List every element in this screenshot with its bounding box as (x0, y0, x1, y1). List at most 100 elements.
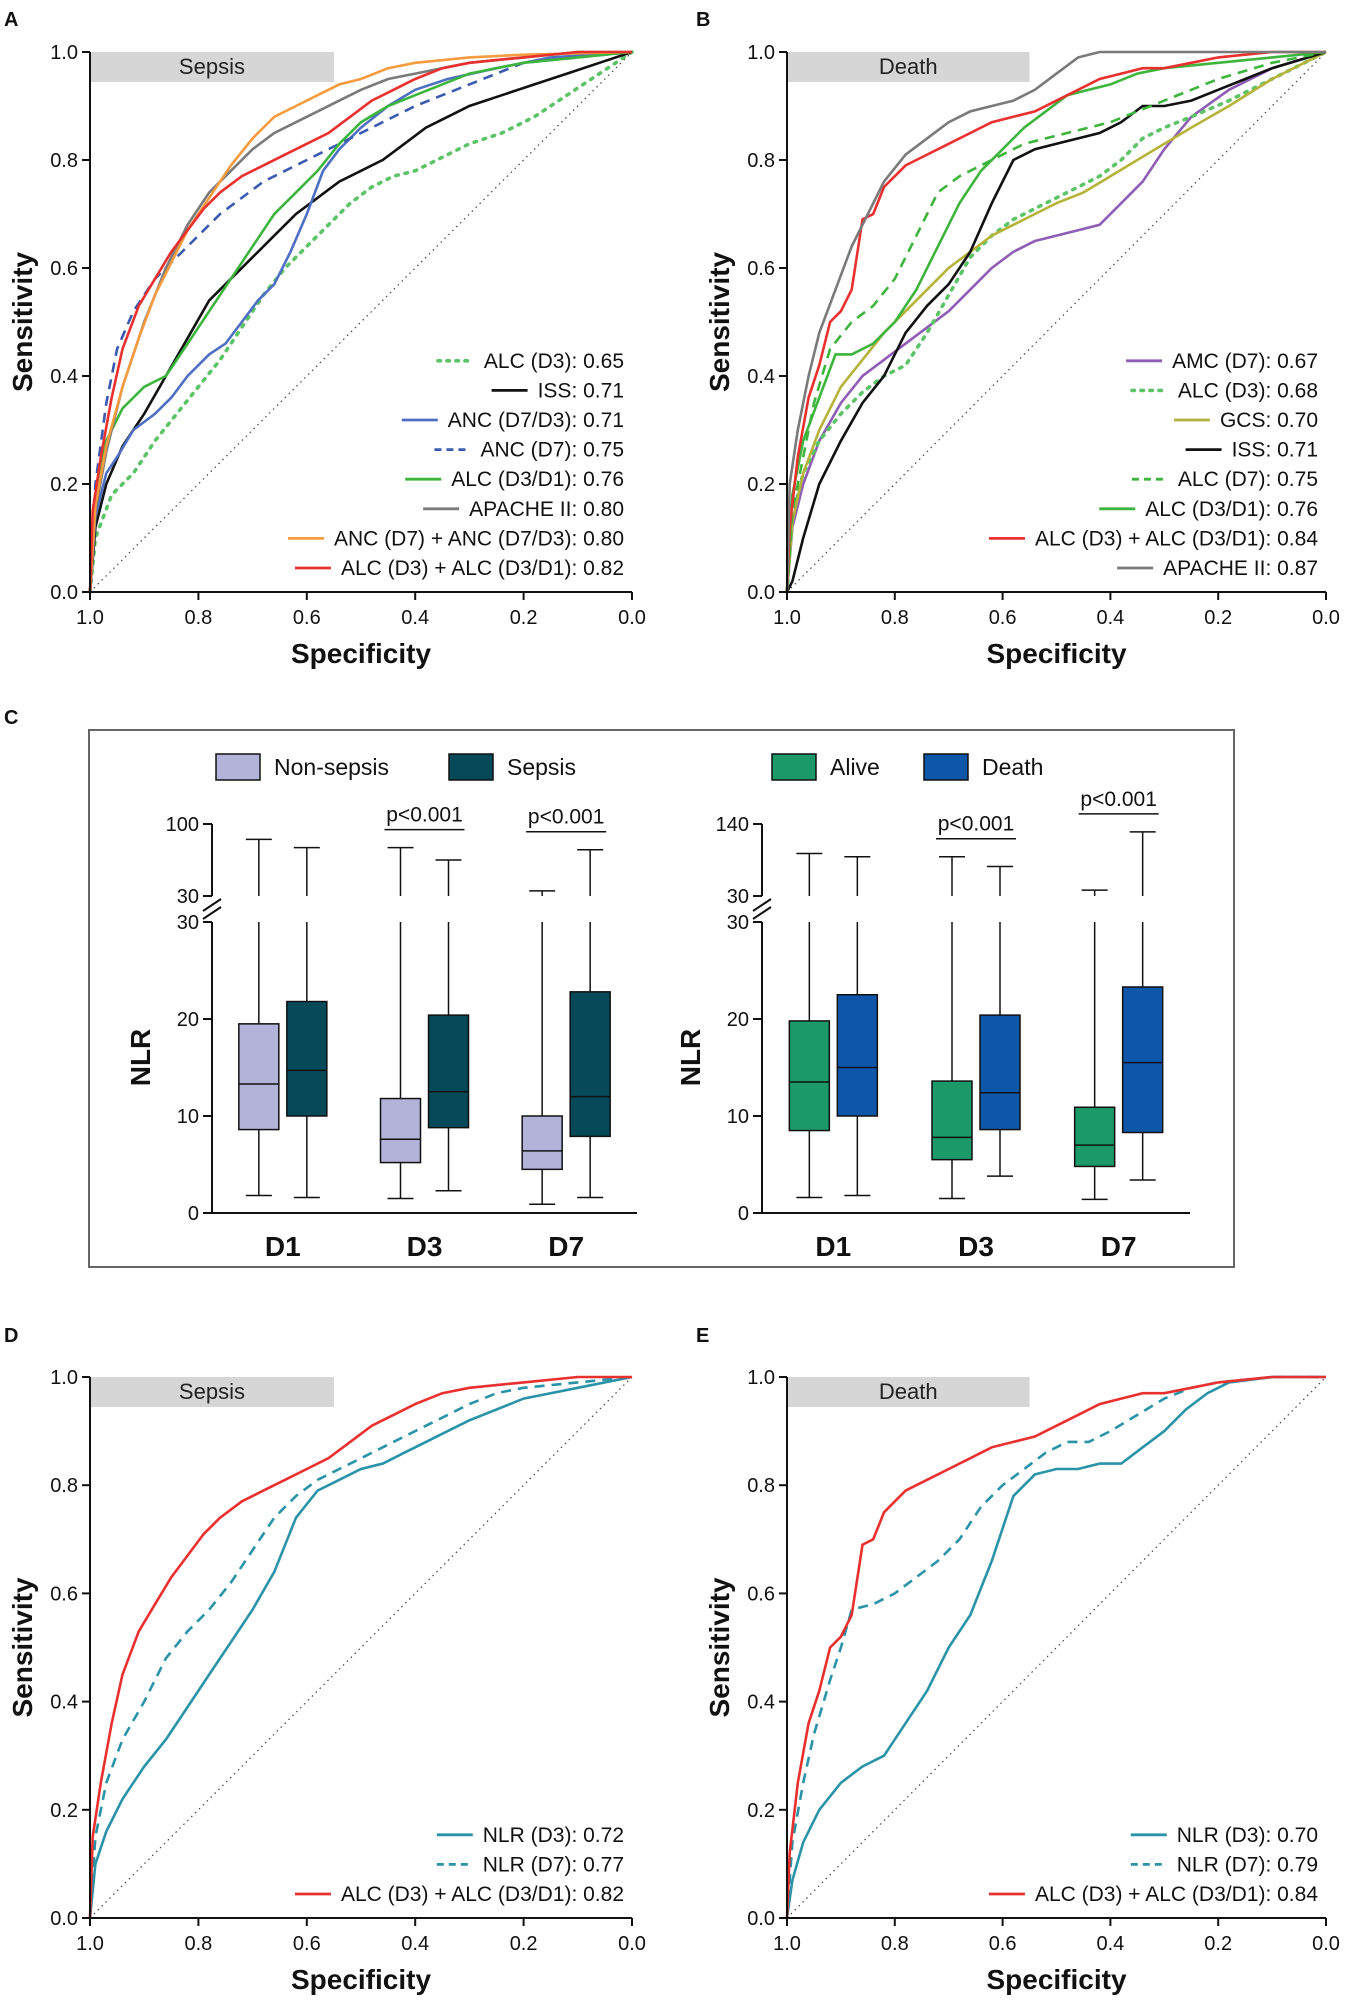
legend-separator: : (571, 468, 583, 491)
x-tick-label: 0.8 (184, 1933, 212, 1955)
y-tick-label: 0.2 (747, 474, 775, 496)
roc-curve (88, 50, 633, 593)
y-tick-label: 20 (727, 1009, 749, 1031)
roc-curve (88, 1375, 633, 1919)
legend-separator: : (1265, 1824, 1277, 1847)
x-tick-label: 0.4 (1096, 1933, 1124, 1955)
y-tick-label: 1.0 (747, 42, 775, 64)
legend-label: Non-sepsis (274, 754, 389, 780)
roc-curve (785, 1375, 1326, 1919)
chance-diagonal (786, 1376, 1327, 1919)
box-d7-alive (1073, 889, 1116, 1201)
y-axis-title: Sensitivity (704, 252, 735, 392)
box-iqr (379, 1097, 422, 1164)
legend-label: NLR (D3): 0.72 (483, 1824, 624, 1847)
legend-auc-value: 0.76 (583, 468, 624, 491)
x-tick-label: 0.6 (293, 607, 321, 629)
legend-auc-value: 0.82 (583, 1883, 624, 1906)
legend-separator: : (1265, 468, 1277, 491)
x-tick-label: 1.0 (76, 1933, 104, 1955)
x-tick-label: 1.0 (773, 1933, 801, 1955)
y-tick-label: 0.8 (747, 150, 775, 172)
y-tick-label: 30 (727, 886, 749, 908)
y-tick-label: 10 (177, 1106, 199, 1128)
roc-curve (785, 1375, 1326, 1919)
y-tick-label: 0.4 (50, 1692, 78, 1714)
legend-separator: : (1265, 498, 1277, 521)
roc-curve (88, 50, 633, 593)
legend-auc-value: 0.80 (583, 527, 624, 550)
box-d3-death (979, 865, 1021, 1177)
y-tick-label: 30 (177, 912, 199, 934)
x-tick-label: 0.0 (618, 1933, 646, 1955)
significance-label: p<0.001 (1080, 788, 1157, 811)
legend-separator: : (571, 350, 583, 373)
legend-label: ALC (D3): 0.65 (484, 350, 624, 373)
box-iqr (1073, 1106, 1116, 1168)
x-axis-title: Specificity (291, 638, 431, 669)
legend-label: ISS: 0.71 (538, 379, 624, 402)
x-group-label: D3 (958, 1231, 994, 1262)
axis-break (202, 898, 222, 912)
boxplot-left: 0 10 20 30 30 100 NLR D1 D3 D7 p<0.001 p<0.001 Non-s… (125, 753, 637, 1262)
box-d3-sepsis (427, 859, 470, 1192)
roc-curve (785, 1375, 1326, 1919)
panel-letter: E (696, 1325, 709, 1347)
legend-label: Sepsis (507, 754, 576, 780)
y-axis-title: Sensitivity (7, 252, 38, 392)
y-tick-label: 0.6 (50, 258, 78, 280)
legend-label: ISS: 0.71 (1232, 439, 1318, 462)
legend-auc-value: 0.80 (583, 498, 624, 521)
box-iqr (521, 1115, 563, 1171)
legend-label: ANC (D7) + ANC (D7/D3): 0.80 (334, 527, 624, 550)
legend-separator: : (1265, 1853, 1277, 1876)
legend-auc-value: 0.76 (1277, 498, 1318, 521)
x-axis-title: Specificity (986, 1964, 1126, 1995)
box-d1-alive (788, 852, 831, 1199)
legend-label: NLR (D7): 0.79 (1177, 1853, 1318, 1876)
y-tick-label: 0.8 (50, 150, 78, 172)
y-tick-label: 140 (716, 814, 749, 836)
legend-series-name: ALC (D3) + ALC (D3/D1) (341, 557, 572, 580)
legend-label: ANC (D7): 0.75 (480, 439, 624, 462)
roc-curve (785, 50, 1328, 594)
legend-separator: : (1265, 527, 1277, 550)
y-tick-label: 0.8 (747, 1475, 775, 1497)
legend-auc-value: 0.79 (1277, 1853, 1318, 1876)
legend-label: GCS: 0.70 (1220, 409, 1318, 432)
chance-diagonal (89, 51, 633, 593)
legend-series-name: NLR (D3) (1177, 1824, 1266, 1847)
legend-series-name: NLR (D7) (483, 1853, 572, 1876)
axis-break (752, 898, 772, 912)
roc-curve (88, 1375, 632, 1919)
legend-series-name: NLR (D3) (483, 1824, 572, 1847)
x-axis-title: Specificity (986, 638, 1126, 669)
outcome-label: Death (879, 1379, 938, 1404)
outcome-label-band (787, 1377, 1030, 1407)
box-iqr (427, 1014, 470, 1129)
significance-label: p<0.001 (386, 804, 463, 827)
x-tick-label: 0.8 (881, 607, 909, 629)
chance-diagonal (89, 1376, 633, 1919)
legend-series-name: GCS (1220, 409, 1266, 432)
legend-series-name: ISS (1232, 439, 1266, 462)
legend-series-name: NLR (D7) (1177, 1853, 1266, 1876)
box-iqr (979, 1014, 1021, 1131)
y-tick-label: 0.0 (50, 582, 78, 604)
roc-curve (88, 50, 634, 594)
roc-curve (785, 50, 1327, 593)
y-tick-label: 30 (727, 912, 749, 934)
y-tick-label: 0.6 (50, 1583, 78, 1605)
significance-label: p<0.001 (528, 806, 605, 829)
box-d1-non-sepsis (238, 838, 280, 1197)
roc-curve (785, 50, 1327, 593)
box-d1-death (836, 855, 879, 1197)
legend-label: AMC (D7): 0.67 (1172, 350, 1318, 373)
roc-curve (785, 50, 1327, 593)
y-tick-label: 0.0 (50, 1908, 78, 1930)
y-axis-title: NLR (125, 1029, 156, 1087)
legend-auc-value: 0.75 (1277, 468, 1318, 491)
legend-label: ALC (D3) + ALC (D3/D1): 0.82 (341, 1883, 624, 1906)
y-axis-title: Sensitivity (704, 1577, 735, 1717)
legend-series-name: ALC (D3) (1178, 379, 1266, 402)
